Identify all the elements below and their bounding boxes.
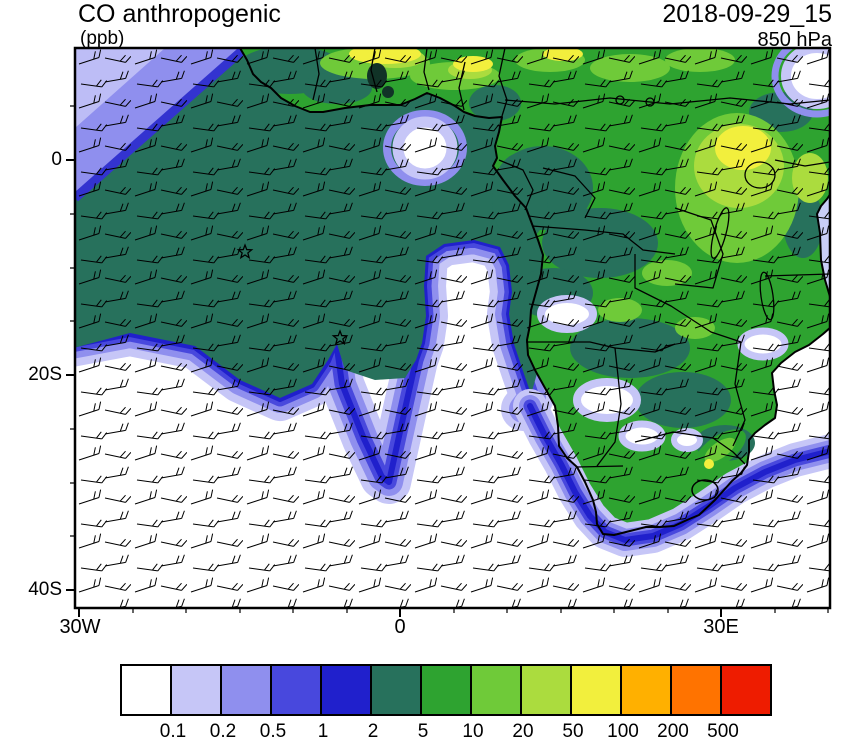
- colorbar-cell: [622, 666, 672, 714]
- colorbar-tick-label: 5: [417, 721, 429, 742]
- colorbar-tick-label: 10: [462, 721, 484, 742]
- colorbar-cell: [722, 666, 770, 714]
- map-canvas: [66, 46, 832, 617]
- datetime-label: 2018-09-29_15: [662, 0, 832, 28]
- colorbar-tick-label: 0.2: [209, 721, 237, 742]
- co-concentration-fill: [75, 48, 830, 608]
- colorbar-cell: [422, 666, 472, 714]
- colorbar-tick-label: 0.5: [259, 721, 287, 742]
- country-borders: [312, 48, 830, 501]
- colorbar-cell: [572, 666, 622, 714]
- colorbar-cell: [172, 666, 222, 714]
- station-marker-icon: [236, 243, 254, 260]
- plot-title: CO anthropogenic: [78, 0, 281, 28]
- colorbar-cell: [272, 666, 322, 714]
- colorbar-tick-label: 100: [607, 721, 639, 742]
- map-frame: [73, 46, 832, 610]
- y-tick-label-40s: 40S: [28, 579, 62, 600]
- x-tick-label-30w: 30W: [59, 616, 101, 638]
- y-tick-label-0: 0: [51, 149, 62, 170]
- pressure-level-label: 850 hPa: [757, 29, 832, 51]
- map-plot: [55, 40, 850, 640]
- colorbar-tick-label: 20: [512, 721, 534, 742]
- axis-ticks: [66, 105, 829, 617]
- colorbar-cell: [122, 666, 172, 714]
- africa-coastline: [239, 48, 830, 536]
- wind-barbs-layer: [75, 48, 830, 608]
- station-marker-icon: [331, 329, 349, 346]
- colorbar-tick-label: 0.1: [159, 721, 187, 742]
- x-tick-label-0: 0: [394, 616, 406, 638]
- colorbar-labels: 0.1 0.2 0.5 1 2 5 10 20 50 100 200 500: [148, 721, 748, 743]
- x-tick-label-30e: 30E: [703, 616, 739, 638]
- colorbar-cell: [222, 666, 272, 714]
- colorbar-tick-label: 2: [367, 721, 379, 742]
- colorbar-tick-label: 500: [707, 721, 739, 742]
- colorbar-tick-label: 200: [657, 721, 689, 742]
- units-label: (ppb): [80, 28, 125, 49]
- colorbar-tick-label: 1: [317, 721, 329, 742]
- colorbar: [120, 664, 772, 716]
- colorbar-cell: [472, 666, 522, 714]
- colorbar-cell: [322, 666, 372, 714]
- colorbar-tick-label: 50: [562, 721, 584, 742]
- colorbar-cell: [672, 666, 722, 714]
- colorbar-cell: [522, 666, 572, 714]
- colorbar-cell: [372, 666, 422, 714]
- y-tick-label-20s: 20S: [28, 364, 62, 385]
